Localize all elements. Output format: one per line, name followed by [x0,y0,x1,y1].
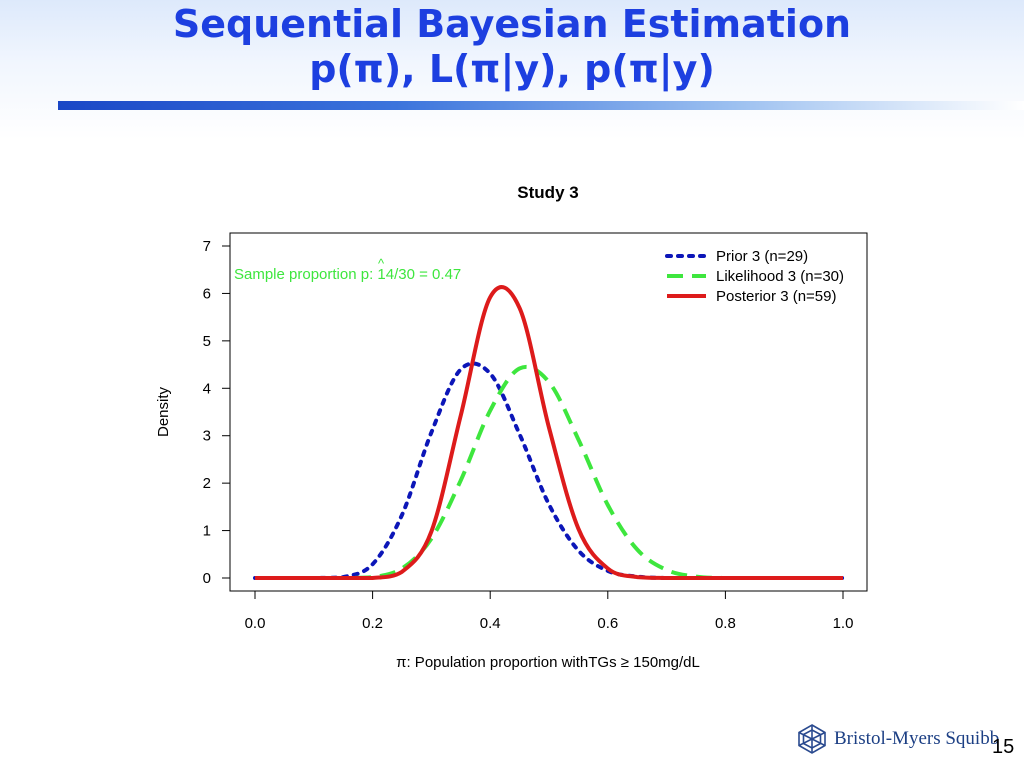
annotation-hat: ^ [378,256,385,271]
y-axis: 0 1 2 3 4 5 6 7 [203,238,230,587]
page-number: 15 [992,736,1015,758]
y-tick-label: 6 [203,285,211,302]
annotation-value: : 14/30 = 0.47 [369,266,461,283]
slide-title-line2: p(π), L(π|y), p(π|y) [309,47,715,91]
plot-frame [229,232,868,592]
logo-text: Bristol-Myers Squibb [834,728,1000,749]
y-tick-label: 1 [203,523,211,540]
legend-label: Likelihood 3 (n=30) [716,268,844,285]
legend-label: Posterior 3 (n=59) [716,288,836,305]
legend-label: Prior 3 (n=29) [716,248,808,265]
slide-title-line1: Sequential Bayesian Estimation [172,2,852,46]
x-tick-label: 1.0 [833,615,854,632]
svg-text:Sample proportion p: 14/30 = 0: Sample proportion p: 14/30 = 0.47 [234,266,461,283]
title-background [0,0,1024,140]
title-rule [58,101,1024,110]
x-tick-label: 0.2 [362,615,383,632]
curves [253,285,845,580]
y-tick-label: 5 [203,333,211,350]
series-line-3 [255,285,843,580]
legend: Prior 3 (n=29) Likelihood 3 (n=30) Posteri… [665,248,844,305]
annotation-symbol: p [361,266,369,283]
y-axis-label: Density [155,386,172,437]
y-tick-label: 4 [203,380,211,397]
x-tick-label: 0.4 [480,615,501,632]
y-tick-label: 0 [203,570,211,587]
company-logo: Bristol-Myers Squibb [796,722,999,756]
annotation-prefix: Sample proportion [234,266,361,283]
x-tick-label: 0.8 [715,615,736,632]
bms-logo-icon [798,724,826,754]
x-axis-label: π: Population proportion withTGs ≥ 150mg… [396,654,700,671]
x-axis: 0.0 0.2 0.4 0.6 0.8 1.0 [245,591,854,632]
y-tick-label: 7 [203,238,211,255]
sample-proportion-annotation: Sample proportion p: 14/30 = 0.47 ^ [234,256,461,283]
x-tick-label: 0.6 [597,615,618,632]
y-tick-label: 2 [203,475,211,492]
series-line-1 [253,361,845,580]
x-tick-label: 0.0 [245,615,266,632]
slide-title: Sequential Bayesian Estimation p(π), L(π… [0,2,1024,92]
chart-title: Study 3 [517,183,578,202]
y-tick-label: 3 [203,428,211,445]
series-line-2 [255,364,843,580]
